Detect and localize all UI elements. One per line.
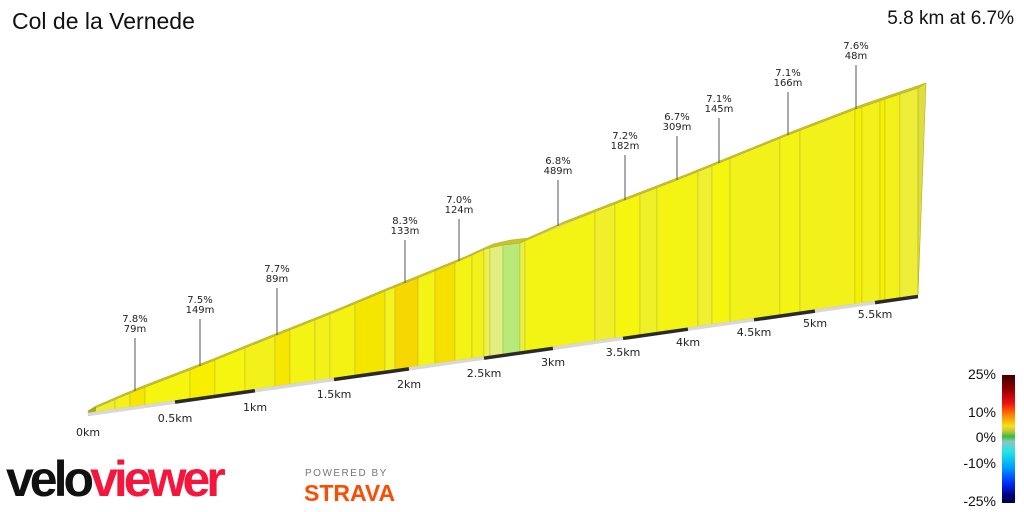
logo-viewer: viewer bbox=[90, 451, 226, 507]
segment-gradient-label: 6.8% bbox=[545, 156, 570, 167]
x-tick-label: 1km bbox=[243, 401, 267, 414]
climb-summary: 5.8 km at 6.7% bbox=[887, 8, 1014, 29]
x-tick-label: 4km bbox=[676, 336, 700, 349]
gradient-slice bbox=[384, 286, 396, 372]
logo-velo: velo bbox=[6, 451, 94, 507]
segment-gradient-label: 7.6% bbox=[843, 41, 868, 52]
legend-label-min: -25% bbox=[963, 493, 996, 509]
gradient-slice bbox=[471, 248, 485, 359]
distance-scale-bar bbox=[333, 367, 410, 382]
segment-length-label: 124m bbox=[445, 205, 474, 216]
segment-length-label: 48m bbox=[845, 51, 867, 62]
gradient-slice bbox=[779, 129, 801, 316]
segment-length-label: 133m bbox=[391, 226, 420, 237]
distance-scale-bar bbox=[687, 318, 755, 331]
distance-scale-bar bbox=[814, 300, 876, 313]
gradient-slice bbox=[884, 93, 901, 301]
gradient-slice bbox=[454, 254, 473, 362]
climb-title: Col de la Vernede bbox=[12, 8, 195, 34]
segment-length-label: 166m bbox=[774, 78, 803, 89]
segment-gradient-label: 7.1% bbox=[706, 94, 731, 105]
gradient-legend: 25% 10% 0% -10% -25% bbox=[955, 366, 1024, 512]
gradient-slice bbox=[394, 277, 419, 370]
gradient-slice bbox=[711, 157, 731, 325]
x-tick-label: 2km bbox=[397, 378, 421, 391]
distance-scale-bar bbox=[874, 294, 919, 305]
gradient-slice bbox=[489, 244, 504, 357]
gradient-slice bbox=[861, 100, 881, 304]
gradient-color-bar bbox=[1002, 375, 1015, 503]
gradient-slice bbox=[639, 187, 658, 335]
segment-length-label: 149m bbox=[186, 305, 215, 316]
legend-label-max: 25% bbox=[967, 366, 996, 382]
gradient-slice bbox=[314, 313, 331, 382]
distance-scale-bar bbox=[408, 356, 485, 371]
gradient-slice bbox=[354, 290, 386, 376]
powered-by-label: POWERED BY bbox=[305, 468, 388, 479]
segment-length-label: 89m bbox=[266, 274, 288, 285]
x-tick-label: 3km bbox=[541, 356, 565, 369]
distance-scale-bar bbox=[174, 389, 256, 404]
gradient-slice bbox=[434, 262, 456, 365]
gradient-slice bbox=[214, 347, 246, 396]
distance-scale-bar bbox=[87, 400, 176, 417]
gradient-slice bbox=[502, 242, 521, 355]
x-tick-label: 2.5km bbox=[467, 367, 502, 380]
x-tick-label: 5km bbox=[803, 317, 827, 330]
veloviewer-logo[interactable]: veloviewer bbox=[6, 451, 226, 507]
profile-end-cap bbox=[917, 82, 927, 296]
segment-gradient-label: 8.3% bbox=[392, 216, 417, 227]
segment-gradient-label: 7.7% bbox=[264, 264, 289, 275]
distance-scale-bar bbox=[254, 377, 335, 393]
x-tick-label: 3.5km bbox=[606, 346, 641, 359]
x-tick-label: 1.5km bbox=[317, 388, 352, 401]
segment-gradient-label: 7.8% bbox=[122, 314, 147, 325]
segment-gradient-label: 7.0% bbox=[446, 195, 471, 206]
gradient-slice bbox=[799, 108, 856, 313]
segment-length-label: 309m bbox=[663, 122, 692, 133]
gradient-slice bbox=[614, 193, 641, 339]
gradient-slice bbox=[594, 203, 616, 342]
gradient-slice bbox=[274, 329, 291, 387]
distance-scale-bar bbox=[622, 327, 689, 341]
legend-label-10: 10% bbox=[967, 404, 996, 420]
strava-logo[interactable]: STRAVA bbox=[304, 480, 396, 506]
segment-gradient-label: 7.5% bbox=[187, 295, 212, 306]
gradient-slice bbox=[697, 165, 713, 327]
segment-gradient-label: 6.7% bbox=[664, 112, 689, 123]
gradient-slice bbox=[899, 87, 919, 299]
segment-length-label: 489m bbox=[544, 166, 573, 177]
segment-length-label: 182m bbox=[611, 141, 640, 152]
segment-gradient-label: 7.2% bbox=[612, 131, 637, 142]
x-tick-label: 5.5km bbox=[858, 308, 893, 321]
gradient-slice bbox=[329, 302, 356, 380]
gradient-slice bbox=[656, 170, 699, 333]
x-tick-label: 0km bbox=[76, 426, 100, 439]
gradient-slice bbox=[519, 240, 526, 353]
segment-length-label: 145m bbox=[705, 104, 734, 115]
gradient-slice bbox=[524, 211, 596, 352]
distance-scale-bar bbox=[483, 346, 554, 360]
gradient-slice bbox=[879, 98, 886, 301]
gradient-slice bbox=[289, 319, 316, 385]
gradient-slice bbox=[729, 137, 781, 323]
legend-label-0: 0% bbox=[975, 429, 996, 445]
gradient-slice bbox=[483, 247, 491, 358]
segment-length-label: 79m bbox=[124, 324, 146, 335]
gradient-slice bbox=[189, 359, 216, 399]
x-tick-label: 4.5km bbox=[737, 326, 772, 339]
distance-scale-bar bbox=[552, 336, 624, 351]
gradient-slice bbox=[417, 270, 436, 367]
distance-scale-bar bbox=[753, 309, 816, 322]
gradient-slice bbox=[854, 106, 863, 305]
x-tick-label: 0.5km bbox=[158, 412, 193, 425]
segment-gradient-label: 7.1% bbox=[775, 68, 800, 79]
legend-label-neg10: -10% bbox=[963, 455, 996, 471]
